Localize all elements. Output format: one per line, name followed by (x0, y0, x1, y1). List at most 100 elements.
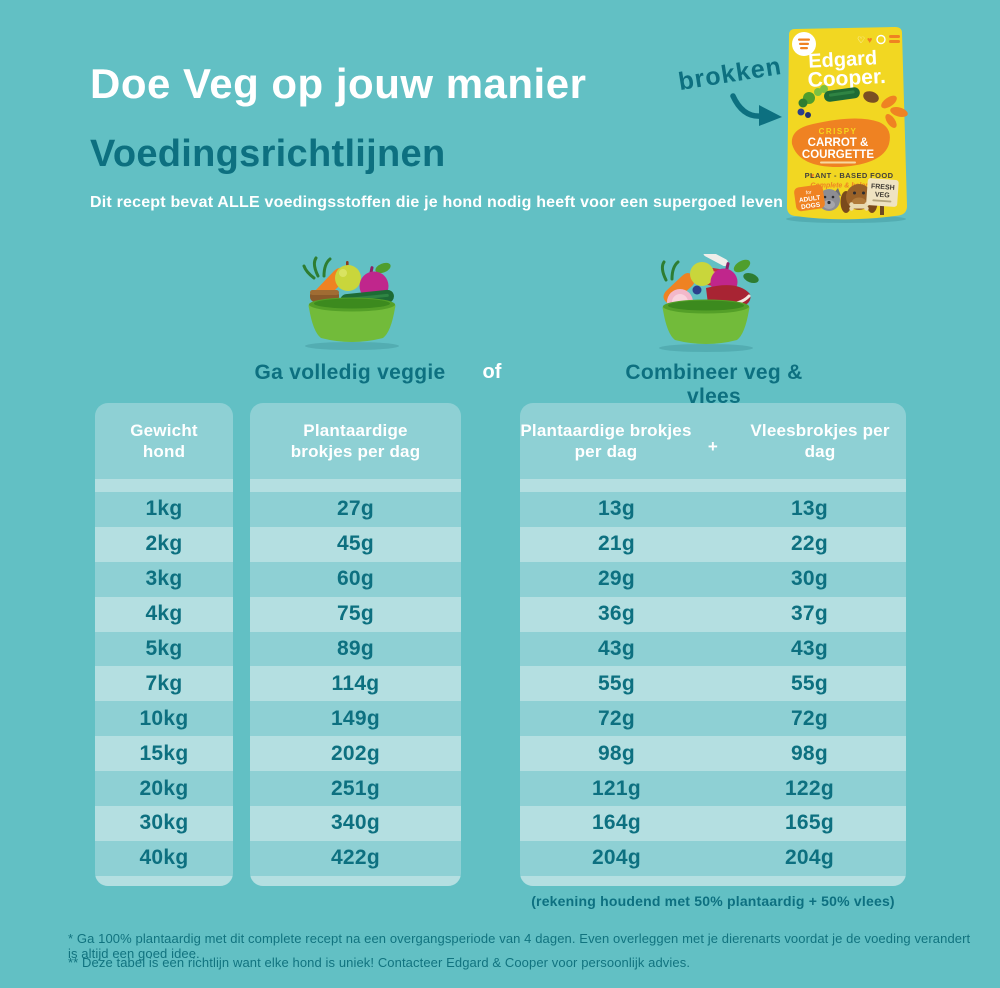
brand-name-line1: Edgard (808, 47, 878, 73)
svg-text:♡: ♡ (857, 35, 865, 45)
table-cell: 43g (790, 637, 829, 660)
table-strip (520, 875, 906, 886)
table-cell: 45g (336, 532, 375, 556)
table-cell: 1kg (145, 497, 183, 521)
table-cell: 20kg (139, 776, 189, 800)
table-row: 4kg (95, 596, 233, 632)
intro-text: Dit recept bevat ALLE voedingsstoffen di… (90, 194, 784, 211)
table-row: 164g 165g (520, 806, 906, 841)
page-title: Doe Veg op jouw manier (90, 60, 587, 107)
table-row: 75g (250, 596, 461, 632)
meals-badge-icon (792, 32, 816, 56)
table-cell: 340g (330, 811, 381, 835)
svg-text:ADULT: ADULT (799, 194, 821, 204)
table-cell: 15kg (139, 741, 189, 765)
brand-name-line2: Cooper. (807, 65, 886, 92)
flavor-line1: CARROT & (808, 137, 869, 149)
option-veggie-label: Ga volledig veggie (254, 361, 446, 384)
table-cell: 89g (336, 637, 375, 660)
weight-table-header: Gewicht hond (130, 420, 198, 461)
veggie-rows: 27g 45g 60g 75g 89g 114g 149g 202g 251g 340g 422g (250, 492, 461, 876)
footnote-1: * Ga 100% plantaardig met dit complete r… (68, 931, 971, 961)
table-cell: 121g (591, 776, 642, 800)
table-row: 21g 22g (520, 526, 906, 562)
table-row: 10kg (95, 701, 233, 736)
table-row: 121g 122g (520, 771, 906, 806)
table-cell: 3kg (145, 567, 183, 591)
table-row: 36g 37g (520, 596, 906, 632)
table-row: 43g 43g (520, 632, 906, 667)
table-cell: 204g (784, 846, 835, 870)
table-cell: 4kg (145, 602, 183, 626)
table-row: 149g (250, 701, 461, 736)
veggie-only-table: Plantaardige brokjes per dag 27g 45g 60g 75… (250, 403, 461, 886)
fresh-veg-sign: FRESH VEG (866, 178, 899, 215)
table-row: 5kg (95, 632, 233, 667)
page-subtitle: Voedingsrichtlijnen (90, 133, 446, 175)
veggie-table-header: Plantaardige brokjes per dag (290, 420, 421, 461)
table-row: 7kg (95, 666, 233, 702)
table-cell: 98g (790, 741, 829, 765)
table-cell: 43g (597, 637, 636, 660)
svg-text:FRESH: FRESH (871, 183, 895, 192)
table-row: 251g (250, 771, 461, 806)
table-cell: 55g (790, 671, 829, 695)
package-veggies-illustration (797, 85, 879, 118)
table-row: 1kg (95, 492, 233, 527)
table-cell: 21g (597, 532, 636, 556)
table-cell: 72g (597, 706, 636, 730)
table-cell: 29g (597, 567, 636, 591)
plant-based-label: PLANT - BASED FOOD (805, 171, 894, 180)
bowl (308, 297, 396, 342)
table-cell: 27g (336, 497, 375, 521)
combo-meat-header: Vleesbrokjes per dag (750, 420, 890, 461)
table-cell: 30kg (139, 811, 189, 835)
table-cell: 204g (591, 846, 642, 870)
table-cell: 75g (336, 602, 375, 626)
flavor-tag: CRISPY (819, 127, 858, 136)
svg-text:DOGS: DOGS (801, 201, 822, 211)
table-row: 89g (250, 632, 461, 667)
table-cell: 114g (331, 671, 380, 695)
table-cell: 7kg (145, 671, 183, 695)
weight-table: Gewicht hond 1kg 2kg 3kg 4kg 5kg 7kg 10kg 15kg 2… (95, 403, 233, 886)
heart-icon: ♥ (810, 171, 815, 180)
table-cell: 2kg (145, 532, 183, 556)
combo-plant-header: Plantaardige brokjes per dag (520, 420, 692, 461)
complete-label: Complete & balanced (810, 183, 882, 190)
table-row: 40kg (95, 841, 233, 876)
spaniel-illustration (840, 184, 878, 213)
kibble-callout-label: brokken (676, 52, 784, 96)
package-info-icons: ♡ ♥ (857, 34, 900, 45)
table-strip (520, 479, 906, 492)
plus-sign: + (707, 437, 719, 457)
table-row: 3kg (95, 562, 233, 597)
weight-rows: 1kg 2kg 3kg 4kg 5kg 7kg 10kg 15kg 20kg 30kg 40kg (95, 492, 233, 876)
table-strip (95, 875, 233, 886)
footnote-2: ** Deze tabel is een richtlijn want elke… (68, 955, 691, 970)
table-cell: 60g (336, 567, 375, 591)
table-cell: 164g (591, 811, 642, 835)
table-row: 204g 204g (520, 841, 906, 876)
table-cell: 165g (784, 811, 835, 835)
table-row: 114g (250, 666, 461, 702)
svg-text:VEG: VEG (875, 192, 891, 200)
table-cell: 22g (790, 532, 829, 556)
table-cell: 55g (597, 671, 636, 695)
combo-table: Plantaardige brokjes per dag + Vleesbrok… (520, 403, 906, 886)
table-strip (250, 875, 461, 886)
table-cell: 72g (790, 706, 829, 730)
table-cell: 40kg (139, 846, 189, 870)
table-cell: 10kg (139, 706, 189, 730)
table-row: 15kg (95, 736, 233, 772)
table-cell: 13g (597, 497, 636, 521)
table-row: 2kg (95, 526, 233, 562)
table-row: 340g (250, 806, 461, 841)
table-strip (250, 479, 461, 492)
product-package-image: ♡ ♥ Edgard Cooper. (779, 26, 913, 224)
table-strip (95, 479, 233, 492)
table-row: 202g (250, 736, 461, 772)
table-cell: 98g (597, 741, 636, 765)
adult-dogs-badge: for ADULT DOGS (794, 184, 825, 212)
table-cell: 202g (330, 741, 381, 765)
